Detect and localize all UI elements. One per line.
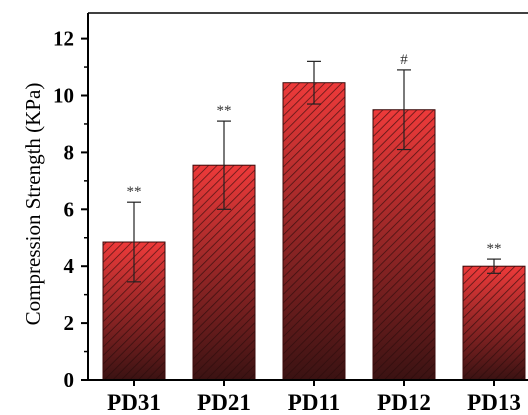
significance-mark-pd12: # [400, 52, 408, 68]
x-category-label-pd12: PD12 [377, 390, 431, 415]
axes [87, 12, 528, 381]
y-tick-label-8: 8 [64, 140, 75, 164]
x-category-label-pd11: PD11 [288, 390, 340, 415]
x-categories: PD31 PD21 PD11 PD12 PD13 [107, 380, 521, 415]
bars-layer: ** ** # ** [102, 52, 526, 381]
bar-hatch-pd11 [282, 82, 346, 381]
error-bar-pd31 [127, 201, 141, 283]
y-axis-title: Compression Strength (KPa) [21, 83, 45, 326]
y-tick-label-12: 12 [53, 27, 74, 51]
y-tick-label-4: 4 [64, 254, 75, 278]
error-bar-pd21 [217, 120, 231, 210]
error-bar-pd13 [487, 258, 501, 274]
error-bar-pd11 [307, 60, 321, 105]
y-tick-label-6: 6 [64, 197, 75, 221]
y-tick-label-10: 10 [53, 84, 74, 108]
x-category-label-pd13: PD13 [467, 390, 521, 415]
y-ticks: 0 2 4 6 8 10 12 [53, 27, 88, 392]
bar-hatch-pd12 [372, 109, 436, 381]
x-category-label-pd21: PD21 [197, 390, 251, 415]
y-tick-label-0: 0 [64, 368, 75, 392]
significance-mark-pd13: ** [487, 241, 502, 257]
error-bar-pd12 [397, 69, 411, 151]
x-category-label-pd31: PD31 [107, 390, 161, 415]
y-tick-label-2: 2 [64, 311, 75, 335]
significance-mark-pd31: ** [127, 184, 142, 200]
bar-hatch-pd13 [462, 265, 526, 381]
significance-mark-pd21: ** [217, 103, 232, 119]
